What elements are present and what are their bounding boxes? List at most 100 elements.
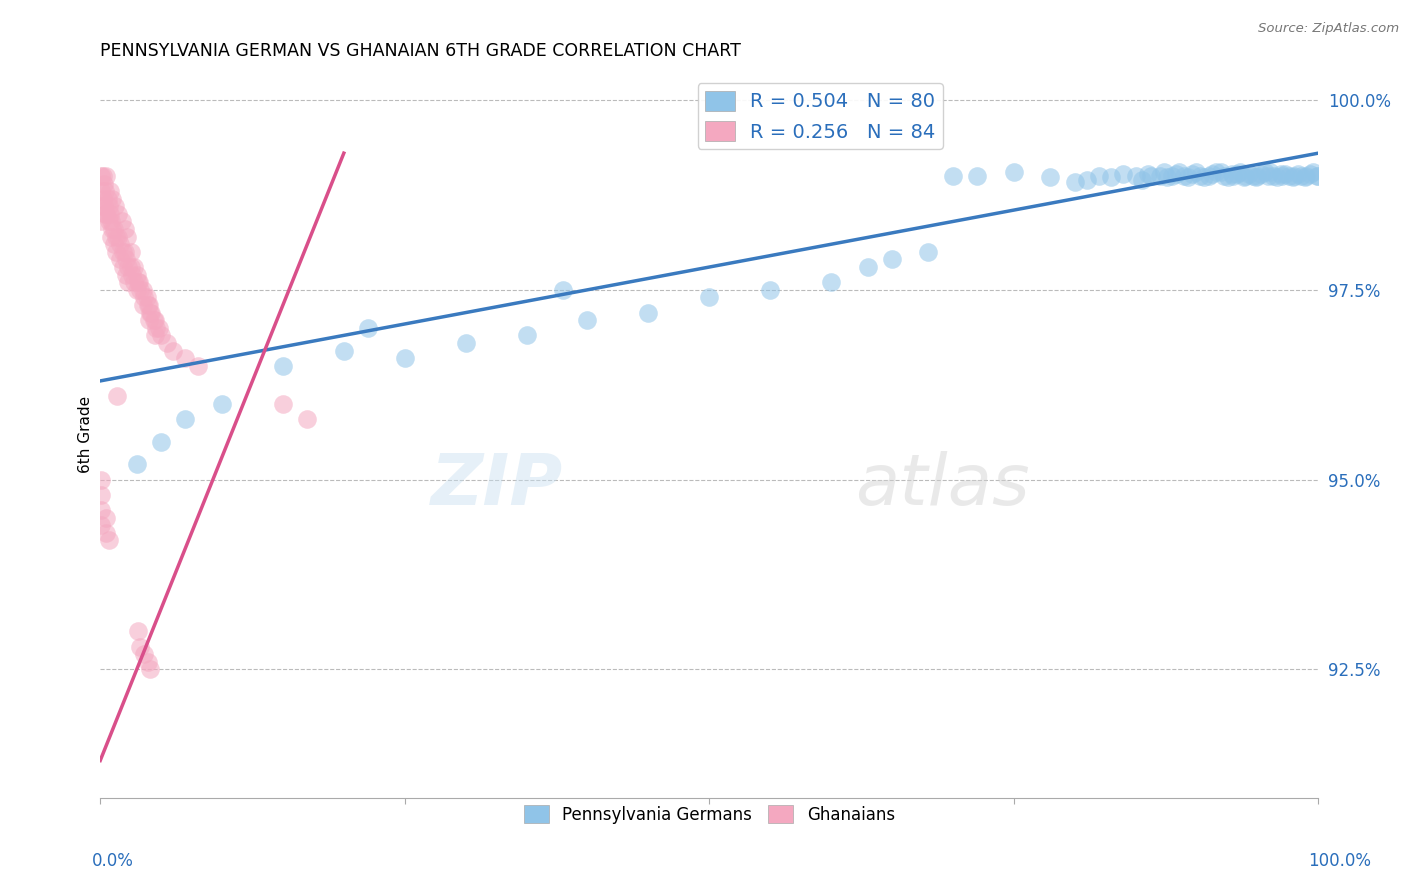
Point <box>111 214 134 228</box>
Point <box>96 169 118 183</box>
Text: 0.0%: 0.0% <box>91 852 134 870</box>
Point <box>211 397 233 411</box>
Point <box>1130 172 1153 186</box>
Point <box>98 184 121 198</box>
Point <box>127 624 149 639</box>
Point <box>132 298 155 312</box>
Point <box>90 488 112 502</box>
Point <box>1253 165 1275 179</box>
Point <box>90 473 112 487</box>
Point <box>1289 169 1312 183</box>
Point <box>1233 170 1256 185</box>
Point <box>121 268 143 282</box>
Point <box>98 207 121 221</box>
Point <box>1226 168 1249 182</box>
Point <box>1112 168 1135 182</box>
Point <box>90 214 112 228</box>
Point <box>394 351 416 366</box>
Point <box>1201 168 1223 182</box>
Point <box>297 412 319 426</box>
Point <box>1218 170 1240 185</box>
Point <box>917 244 939 259</box>
Point <box>156 335 179 350</box>
Point <box>1153 165 1175 179</box>
Point <box>174 351 197 366</box>
Point <box>107 207 129 221</box>
Point <box>1198 169 1220 183</box>
Point <box>125 268 148 282</box>
Point <box>1234 169 1257 183</box>
Point <box>1263 169 1285 183</box>
Point <box>114 252 136 267</box>
Point <box>1271 169 1294 183</box>
Point <box>271 397 294 411</box>
Point <box>138 298 160 312</box>
Point <box>1125 169 1147 183</box>
Point <box>1189 169 1212 183</box>
Point <box>1294 170 1316 185</box>
Point <box>114 222 136 236</box>
Point <box>90 169 112 183</box>
Point <box>145 320 167 334</box>
Point <box>114 268 136 282</box>
Point <box>1244 170 1267 185</box>
Legend: Pennsylvania Germans, Ghanaians: Pennsylvania Germans, Ghanaians <box>517 798 901 830</box>
Point <box>138 313 160 327</box>
Point <box>820 275 842 289</box>
Point <box>1299 168 1322 182</box>
Point <box>125 458 148 472</box>
Point <box>117 275 139 289</box>
Point <box>333 343 356 358</box>
Point <box>966 169 988 183</box>
Point <box>271 359 294 373</box>
Point <box>143 313 166 327</box>
Point <box>142 313 165 327</box>
Point <box>1156 170 1178 185</box>
Point <box>515 328 537 343</box>
Point <box>1229 165 1251 179</box>
Point <box>1274 168 1296 182</box>
Point <box>162 343 184 358</box>
Point <box>94 184 117 198</box>
Point <box>1205 165 1227 179</box>
Text: Source: ZipAtlas.com: Source: ZipAtlas.com <box>1258 22 1399 36</box>
Point <box>1076 172 1098 186</box>
Point <box>1063 175 1085 189</box>
Point <box>96 207 118 221</box>
Point <box>880 252 903 267</box>
Point <box>1173 169 1195 183</box>
Point <box>136 655 159 669</box>
Point <box>124 275 146 289</box>
Point <box>112 260 135 274</box>
Point <box>1149 169 1171 183</box>
Point <box>1168 165 1191 179</box>
Point <box>1039 170 1062 185</box>
Point <box>1209 165 1232 179</box>
Point <box>101 222 124 236</box>
Point <box>120 244 142 259</box>
Point <box>1002 165 1025 179</box>
Point <box>1136 167 1159 181</box>
Point <box>551 283 574 297</box>
Point <box>1220 167 1243 181</box>
Point <box>1308 169 1330 183</box>
Point <box>103 237 125 252</box>
Point <box>1088 169 1111 183</box>
Point <box>1222 169 1244 183</box>
Point <box>132 283 155 297</box>
Point <box>357 320 380 334</box>
Point <box>1265 170 1288 185</box>
Point <box>637 305 659 319</box>
Point <box>132 647 155 661</box>
Point <box>94 207 117 221</box>
Point <box>1164 168 1187 182</box>
Point <box>105 389 128 403</box>
Point <box>143 328 166 343</box>
Point <box>1192 170 1215 185</box>
Point <box>90 199 112 213</box>
Point <box>150 328 173 343</box>
Point <box>91 192 114 206</box>
Point <box>90 184 112 198</box>
Point <box>1281 170 1303 185</box>
Point <box>96 192 118 206</box>
